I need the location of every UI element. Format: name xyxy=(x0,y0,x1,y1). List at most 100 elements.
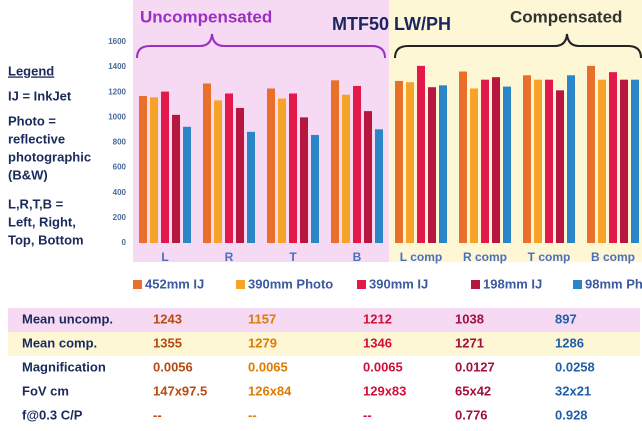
legend-note: photographic xyxy=(8,149,91,164)
row-label: FoV cm xyxy=(22,383,69,398)
table-cell: 0.0065 xyxy=(248,359,288,374)
table-cell: 0.928 xyxy=(555,407,588,422)
y-tick-label: 200 xyxy=(113,213,127,222)
compensated-brace xyxy=(394,33,642,59)
table-cell: 897 xyxy=(555,311,577,326)
bar xyxy=(364,111,372,243)
row-label: Mean uncomp. xyxy=(22,311,113,326)
y-tick-label: 800 xyxy=(113,138,127,147)
legend-notes-title: Legend xyxy=(8,63,54,78)
table-cell: -- xyxy=(153,407,162,422)
bar xyxy=(598,79,606,243)
bar xyxy=(534,79,542,243)
row-label: Magnification xyxy=(22,359,106,374)
table-cell: -- xyxy=(248,407,257,422)
x-tick-label: B xyxy=(353,250,362,264)
bar xyxy=(459,71,467,243)
bar xyxy=(236,107,244,243)
legend-note: Photo = xyxy=(8,113,56,128)
x-tick-label: L xyxy=(161,250,168,264)
y-tick-label: 0 xyxy=(122,238,127,247)
legend-note: Left, Right, xyxy=(8,214,76,229)
bar xyxy=(375,129,383,243)
bar xyxy=(342,94,350,243)
table-cell: 147x97.5 xyxy=(153,383,207,398)
bar xyxy=(300,117,308,243)
annotation: Uncompensated xyxy=(140,7,272,26)
bar xyxy=(203,83,211,243)
table-cell: 0.0127 xyxy=(455,359,495,374)
y-tick-label: 1600 xyxy=(108,37,126,46)
annotation: Compensated xyxy=(510,7,622,26)
bar xyxy=(331,80,339,243)
bar xyxy=(225,93,233,243)
bar xyxy=(503,86,511,243)
bar xyxy=(545,79,553,243)
bar xyxy=(492,77,500,243)
legend-note: Top, Bottom xyxy=(8,232,84,247)
table-cell: 1157 xyxy=(248,311,276,326)
bar xyxy=(406,82,414,243)
bar xyxy=(289,93,297,243)
bar xyxy=(267,88,275,243)
legend-label: 390mm Photo xyxy=(248,276,333,291)
row-background xyxy=(8,332,640,356)
row-label: Mean comp. xyxy=(22,335,97,350)
table-cell: 129x83 xyxy=(363,383,406,398)
y-tick-label: 1200 xyxy=(108,87,126,96)
bar xyxy=(523,75,531,244)
table-cell: 65x42 xyxy=(455,383,491,398)
legend-label: 452mm IJ xyxy=(145,276,204,291)
x-tick-label: R xyxy=(225,250,234,264)
bar xyxy=(428,87,436,243)
legend-label: 98mm Photo xyxy=(585,276,642,291)
bar xyxy=(587,65,595,244)
table-cell: 0.0258 xyxy=(555,359,595,374)
table-cell: 1243 xyxy=(153,311,182,326)
row-label: f@0.3 C/P xyxy=(22,407,83,422)
table-cell: 1286 xyxy=(555,335,584,350)
bar xyxy=(311,134,319,243)
legend-note: L,R,T,B = xyxy=(8,196,64,211)
bar xyxy=(183,126,191,243)
bar xyxy=(439,85,447,243)
legend-swatch xyxy=(357,280,366,289)
bar xyxy=(470,88,478,243)
uncompensated-brace xyxy=(136,33,386,59)
table-cell: 1279 xyxy=(248,335,277,350)
table-cell: 1346 xyxy=(363,335,392,350)
table-cell: 1271 xyxy=(455,335,484,350)
table-cell: 126x84 xyxy=(248,383,292,398)
legend-swatch xyxy=(471,280,480,289)
chart-title: MTF50 LW/PH xyxy=(332,14,451,34)
table-cell: 0.776 xyxy=(455,407,488,422)
table-cell: 32x21 xyxy=(555,383,591,398)
bar xyxy=(631,79,639,243)
bar xyxy=(609,72,617,244)
legend-label: 390mm IJ xyxy=(369,276,428,291)
bar xyxy=(278,98,286,243)
x-tick-label: L comp xyxy=(400,250,442,264)
bar xyxy=(172,114,180,243)
y-tick-label: 1000 xyxy=(108,112,126,121)
bar xyxy=(139,96,147,243)
row-background xyxy=(8,308,640,332)
y-tick-label: 400 xyxy=(113,188,127,197)
legend-label: 198mm IJ xyxy=(483,276,542,291)
bar xyxy=(353,85,361,243)
bar xyxy=(567,75,575,244)
table-cell: 1355 xyxy=(153,335,182,350)
legend-note: IJ = InkJet xyxy=(8,88,72,103)
bar xyxy=(556,90,564,243)
legend-swatch xyxy=(573,280,582,289)
table-cell: 0.0056 xyxy=(153,359,193,374)
x-tick-label: R comp xyxy=(463,250,507,264)
legend-swatch xyxy=(236,280,245,289)
table-cell: 1038 xyxy=(455,311,484,326)
legend-swatch xyxy=(133,280,142,289)
bar xyxy=(150,97,158,244)
bar xyxy=(481,79,489,243)
table-cell: 1212 xyxy=(363,311,392,326)
uncompensated-background xyxy=(133,0,389,262)
